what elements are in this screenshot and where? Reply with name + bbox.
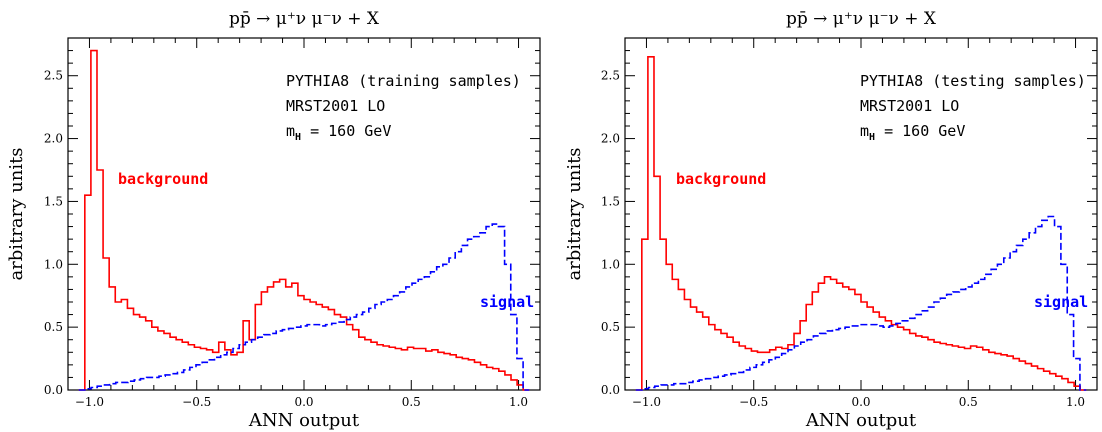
plot-frame [67,37,541,391]
x-tick-label: 0.0 [294,395,313,409]
y-axis-label: arbitrary units [564,147,585,280]
y-tick-label: 1.5 [44,194,63,208]
background-label: background [118,170,208,188]
signal-label: signal [1034,293,1088,311]
background-histogram [78,49,530,391]
chart-panel-1: pp̄ → μ⁺ν μ⁻ν + X ANN output arbitrary uni… [6,9,541,431]
x-tick-label: −0.5 [182,395,211,409]
y-tick-label: 1.0 [44,257,63,271]
y-axis-label: arbitrary units [6,147,27,280]
x-tick-label: −1.0 [75,395,104,409]
plot-frame [624,37,1098,391]
x-tick-label: 0.5 [959,395,978,409]
x-tick-label: 1.0 [1066,395,1085,409]
x-tick-label: 1.0 [509,395,528,409]
y-tick-label: 0.0 [44,383,63,397]
x-tick-label: −1.0 [632,395,661,409]
y-tick-label: 2.0 [601,132,620,146]
signal-histogram [78,223,530,391]
background-histogram [635,56,1087,391]
y-tick-label: 2.0 [44,132,63,146]
annotation-generator: PYTHIA8 (testing samples) [860,72,1086,90]
annotation-pdf: MRST2001 LO [286,97,385,115]
y-tick-label: 1.5 [601,194,620,208]
annotation-pdf: MRST2001 LO [860,97,959,115]
annotation-generator: PYTHIA8 (training samples) [286,72,521,90]
x-tick-label: −0.5 [739,395,768,409]
chart-title: pp̄ → μ⁺ν μ⁻ν + X [786,9,937,29]
y-tick-label: 1.0 [601,257,620,271]
x-tick-label: 0.0 [851,395,870,409]
y-tick-label: 0.5 [44,320,63,334]
y-tick-label: 2.5 [44,69,63,83]
x-axis-label: ANN output [248,410,360,431]
background-label: background [676,170,766,188]
x-axis-label: ANN output [805,410,917,431]
chart-panel-2: pp̄ → μ⁺ν μ⁻ν + X ANN output arbitrary uni… [564,9,1098,431]
x-tick-label: 0.5 [402,395,421,409]
y-tick-label: 2.5 [601,69,620,83]
annotation-mass: mH = 160 GeV [860,122,965,143]
signal-label: signal [480,293,534,311]
y-tick-label: 0.5 [601,320,620,334]
signal-histogram [635,215,1087,391]
chart-title: pp̄ → μ⁺ν μ⁻ν + X [229,9,380,29]
annotation-mass: mH = 160 GeV [286,122,391,143]
y-tick-label: 0.0 [601,383,620,397]
